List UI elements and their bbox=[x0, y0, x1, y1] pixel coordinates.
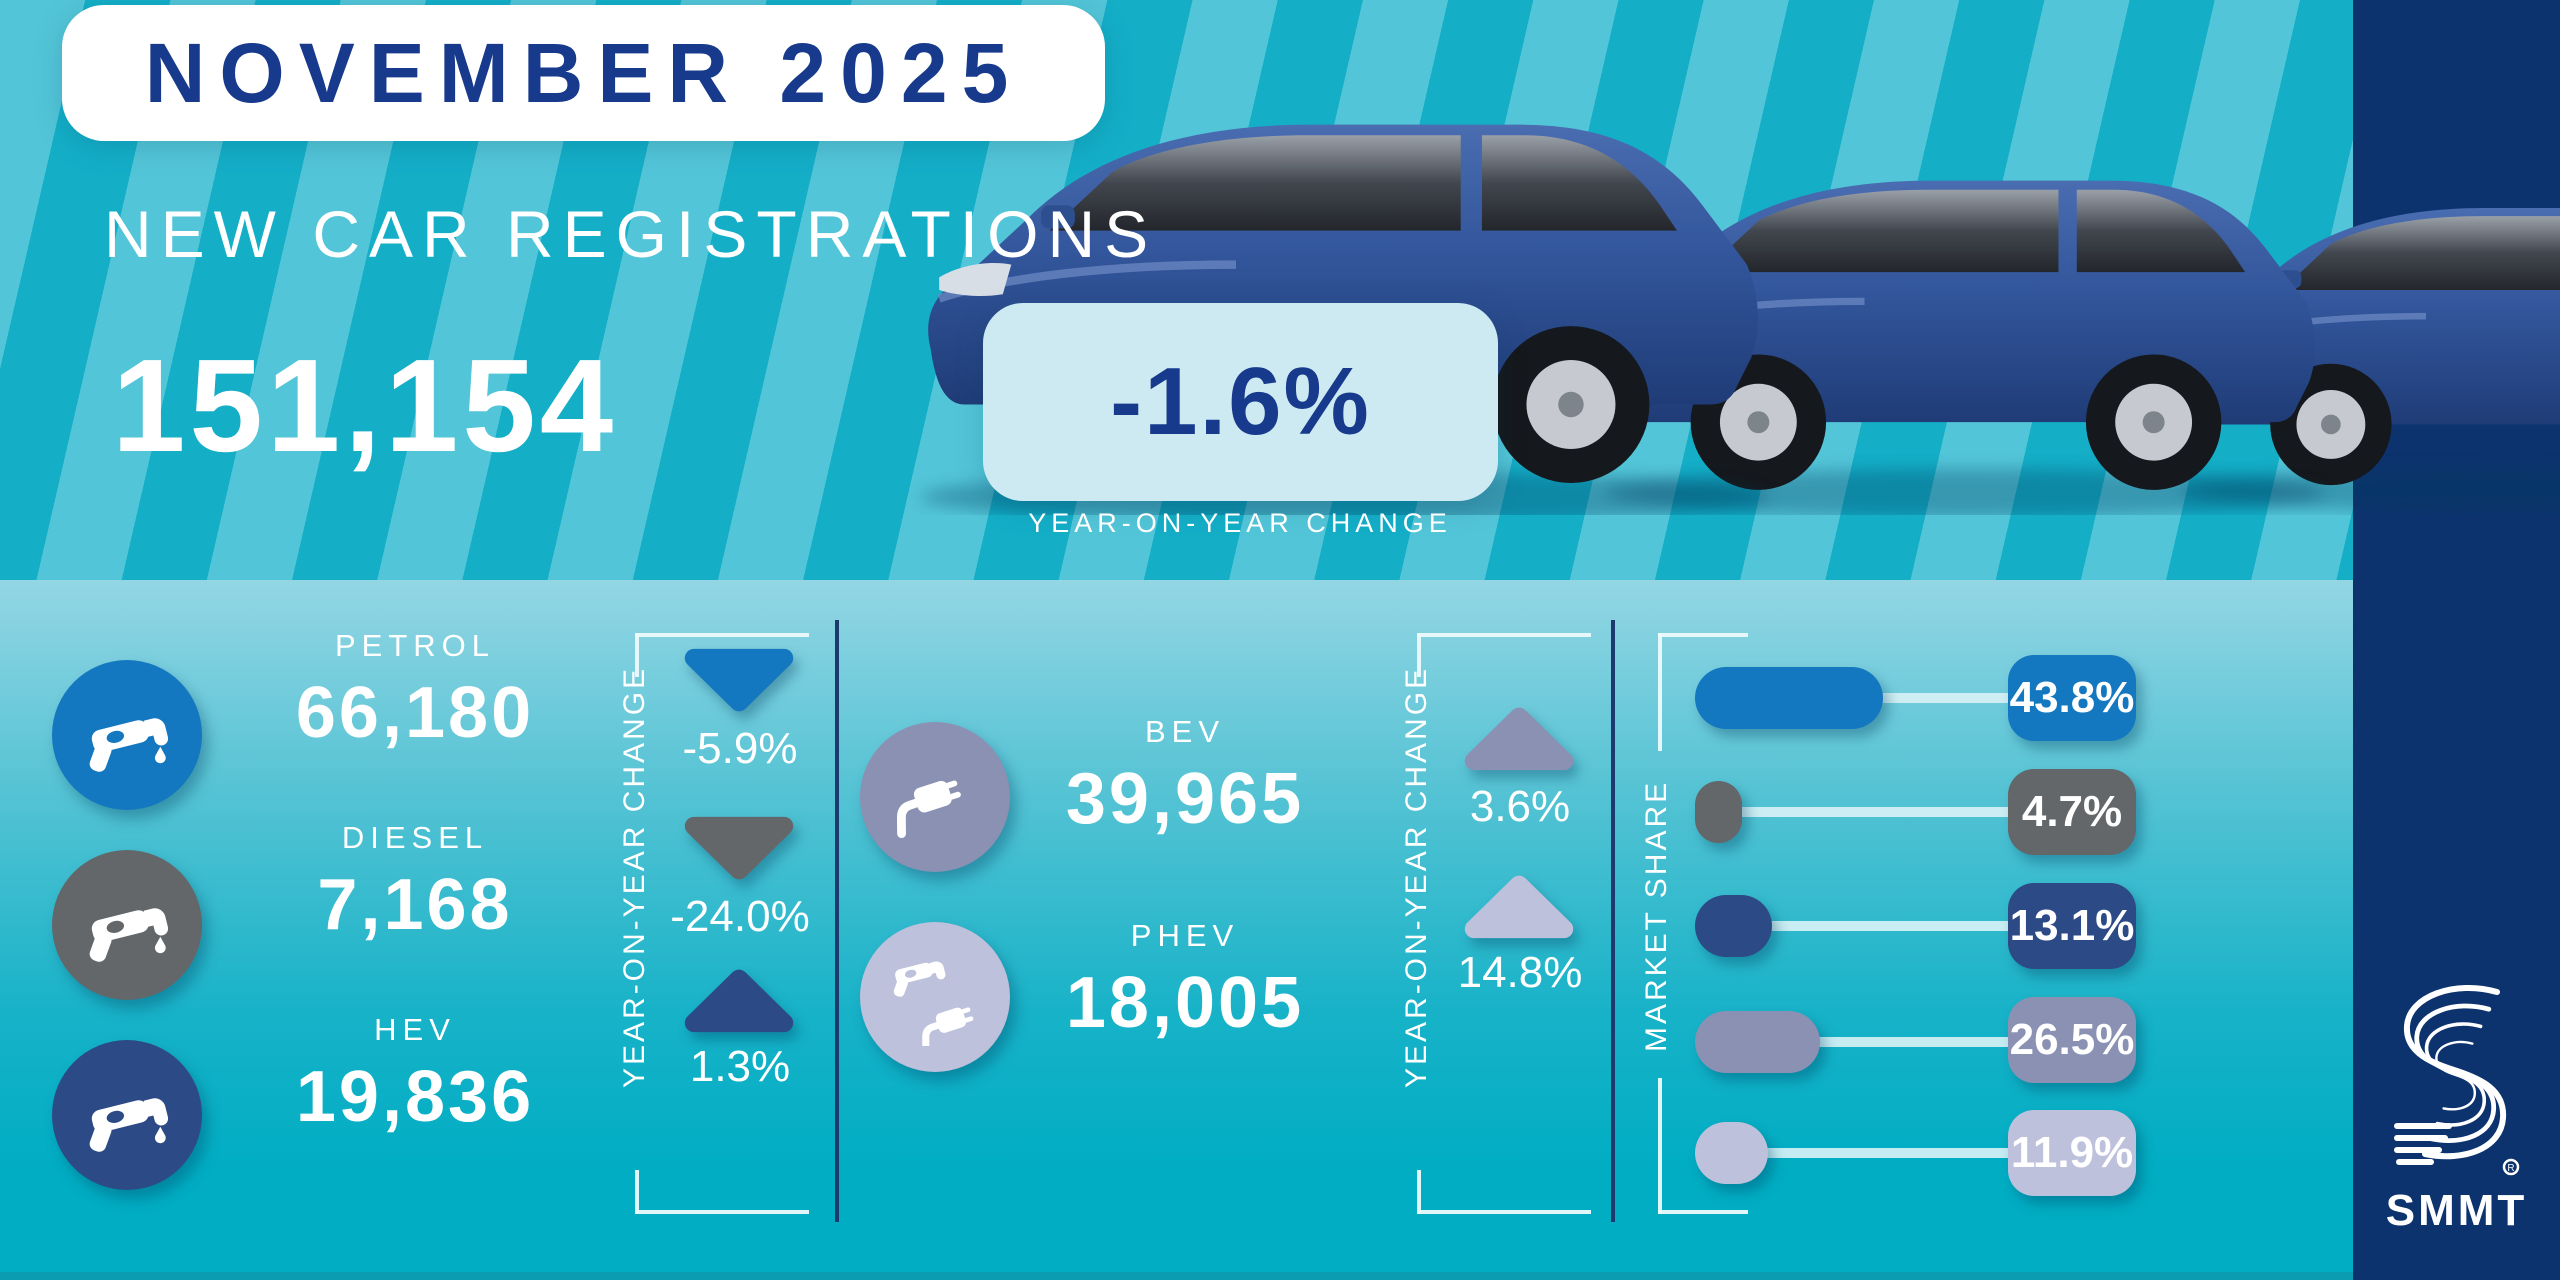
section-divider bbox=[835, 620, 839, 1222]
bracket-line bbox=[1658, 633, 1662, 751]
fuel-label: BEV bbox=[1144, 714, 1226, 749]
bracket-line bbox=[1417, 1170, 1421, 1214]
fuel-pump-icon bbox=[89, 1098, 169, 1152]
fuel-label: PHEV bbox=[1130, 918, 1240, 953]
fuel-pump-icon bbox=[89, 908, 169, 962]
yoy-pct: 1.3% bbox=[689, 1042, 791, 1091]
yoy-change-badge: -1.6% bbox=[983, 303, 1498, 501]
connector-line bbox=[1720, 1148, 2016, 1158]
market-share-badge: 4.7% bbox=[2008, 769, 2136, 855]
phev-icon bbox=[860, 922, 1010, 1072]
bracket-line bbox=[1417, 633, 1421, 677]
fuel-label: DIESEL bbox=[341, 820, 489, 855]
page-title: NEW CAR REGISTRATIONS bbox=[104, 197, 1158, 271]
market-share-bar-diesel bbox=[1695, 781, 1742, 843]
bev-icon bbox=[860, 722, 1010, 872]
market-share-pct: 43.8% bbox=[2009, 673, 2135, 722]
bracket-line bbox=[1417, 633, 1591, 637]
market-share-bar-phev bbox=[1695, 1122, 1768, 1184]
connector-line bbox=[1720, 1037, 2016, 1047]
section-divider bbox=[1611, 620, 1615, 1222]
ev-plug-icon bbox=[896, 780, 961, 839]
market-share-badge: 26.5% bbox=[2008, 997, 2136, 1083]
down-arrow-icon bbox=[684, 816, 794, 880]
yoy-change-caption: YEAR-ON-YEAR CHANGE bbox=[1028, 508, 1452, 538]
market-share-badge: 11.9% bbox=[2008, 1110, 2136, 1196]
plug-and-pump-icon bbox=[893, 961, 974, 1046]
yoy-pct: 14.8% bbox=[1457, 948, 1583, 997]
down-arrow-icon bbox=[684, 648, 794, 712]
market-share-bar-hev bbox=[1695, 895, 1772, 957]
bracket-line bbox=[1417, 1210, 1591, 1214]
bracket-line bbox=[635, 633, 809, 637]
yoy-change-value: -1.6% bbox=[1110, 348, 1371, 455]
market-share-bar-petrol bbox=[1695, 667, 1883, 729]
market-share-pct: 26.5% bbox=[2009, 1015, 2135, 1064]
bracket-line bbox=[1658, 633, 1748, 637]
connector-line bbox=[1720, 807, 2016, 817]
bracket-line bbox=[635, 1210, 809, 1214]
bracket-line bbox=[635, 1170, 639, 1214]
petrol-icon bbox=[52, 660, 202, 810]
market-share-bar-bev bbox=[1695, 1011, 1820, 1073]
fuel-value: 66,180 bbox=[295, 673, 535, 753]
smmt-logo-text: SMMT bbox=[2385, 1186, 2528, 1235]
yoy-pct: -24.0% bbox=[670, 892, 810, 941]
smmt-logo-icon: R bbox=[2394, 985, 2520, 1176]
fuel-value: 19,836 bbox=[295, 1057, 535, 1137]
market-share-pct: 11.9% bbox=[2010, 1128, 2134, 1177]
yoy-pct: -5.9% bbox=[682, 724, 798, 773]
diesel-icon bbox=[52, 850, 202, 1000]
axis-label-market-share: MARKET SHARE bbox=[1640, 779, 1673, 1053]
month-badge-label: NOVEMBER 2025 bbox=[144, 25, 1023, 120]
fuel-value: 7,168 bbox=[317, 865, 513, 945]
month-badge: NOVEMBER 2025 bbox=[62, 5, 1105, 141]
hev-icon bbox=[52, 1040, 202, 1190]
up-arrow-icon bbox=[1464, 707, 1574, 771]
registered-mark: R bbox=[2507, 1163, 2514, 1174]
fuel-label: HEV bbox=[374, 1012, 456, 1047]
bottom-edge-strip bbox=[0, 1272, 2560, 1280]
bracket-line bbox=[1658, 1078, 1662, 1214]
market-share-badge: 13.1% bbox=[2008, 883, 2136, 969]
yoy-pct: 3.6% bbox=[1469, 782, 1571, 831]
bracket-line bbox=[1658, 1210, 1748, 1214]
market-share-badge: 43.8% bbox=[2008, 655, 2136, 741]
bracket-line bbox=[635, 633, 639, 677]
fuel-label: PETROL bbox=[334, 628, 496, 663]
fuel-value: 39,965 bbox=[1065, 759, 1305, 839]
market-share-pct: 4.7% bbox=[2021, 787, 2123, 836]
up-arrow-icon bbox=[684, 969, 794, 1033]
axis-label-yoy-middle: YEAR-ON-YEAR CHANGE bbox=[1400, 665, 1433, 1088]
market-share-pct: 13.1% bbox=[2009, 901, 2135, 950]
fuel-pump-icon bbox=[89, 718, 169, 772]
connector-line bbox=[1720, 921, 2016, 931]
fuel-value: 18,005 bbox=[1065, 963, 1305, 1043]
up-arrow-icon bbox=[1464, 875, 1574, 939]
total-registrations-value: 151,154 bbox=[112, 332, 618, 479]
